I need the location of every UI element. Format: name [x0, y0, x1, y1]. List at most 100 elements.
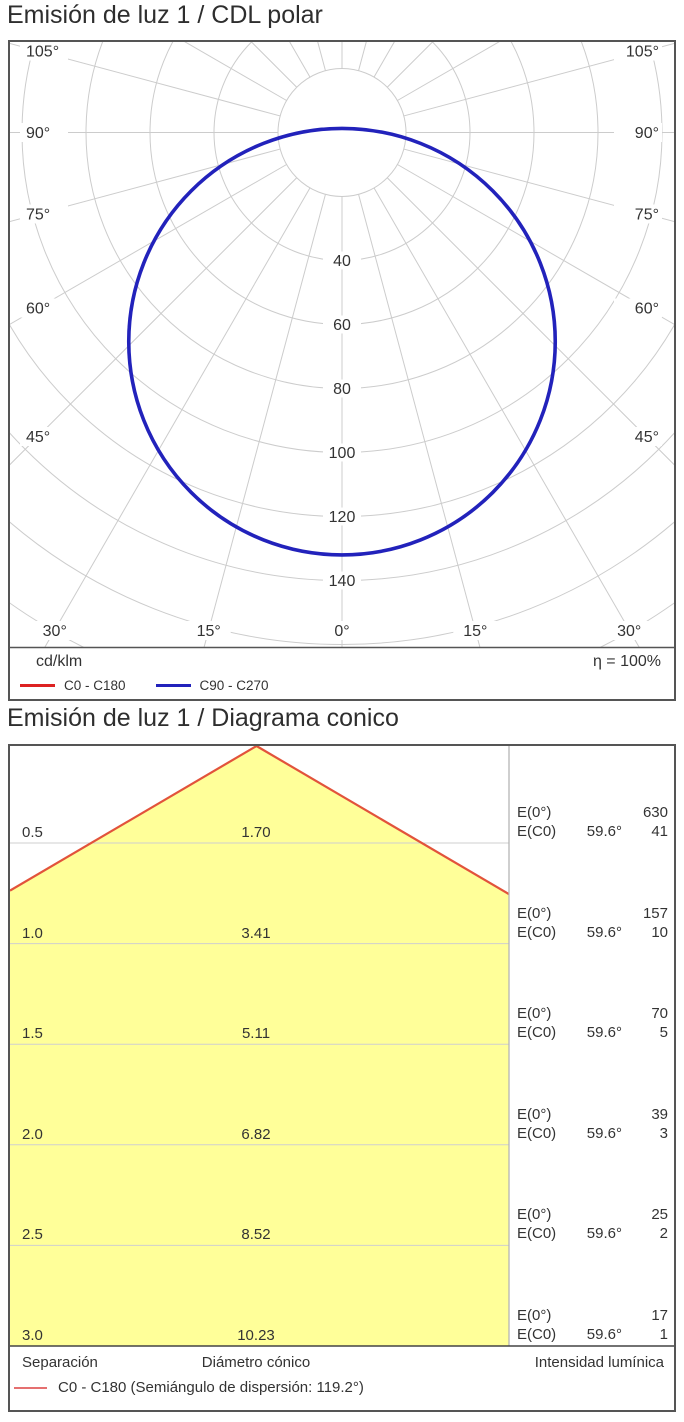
beam-angle-value: 59.6°	[586, 923, 622, 941]
angle-grid-ray	[403, 43, 674, 117]
legend-line-swatch	[155, 684, 191, 687]
angle-grid-ray	[397, 164, 674, 325]
diameter-column-label: Diámetro cónico	[201, 1354, 311, 1371]
angle-grid-ray	[317, 42, 326, 71]
ec0-line: E(C0) 59.6° 1	[517, 1325, 668, 1344]
ec0-label: E(C0)	[517, 1225, 557, 1243]
e0-line: E(0°) 25	[517, 1205, 668, 1224]
cone-rows: 0.5 1.70 E(0°) 630 E(C0) 59.6° 41 1.0 3.41 E(0°) 1…	[8, 744, 676, 1346]
cone-body	[10, 746, 509, 1346]
legend-item: C0 - C180	[20, 678, 126, 693]
angle-label-right: 45°	[635, 429, 659, 446]
e0-value: 70	[651, 1005, 668, 1023]
legend-line-swatch	[14, 1386, 47, 1389]
cone-diameter-value: 6.82	[241, 1125, 271, 1143]
e0-label: E(0°)	[517, 904, 552, 922]
angle-grid-ray	[358, 42, 367, 71]
angle-label-left: 90°	[26, 125, 50, 142]
legend-item-label: C0 - C180	[64, 678, 126, 693]
illuminance-block: E(0°) 157 E(C0) 59.6° 10	[517, 904, 668, 942]
intensity-column-label: Intensidad lumínica	[534, 1354, 664, 1371]
ec0-value: 41	[651, 823, 668, 840]
polar-chart-title: Emisión de luz 1 / CDL polar	[7, 1, 323, 29]
separation-column-label: Separación	[22, 1354, 98, 1371]
radial-tick-label: 120	[329, 509, 356, 526]
cone-diameter-value: 1.70	[241, 824, 271, 841]
e0-value: 39	[651, 1105, 668, 1123]
ec0-line: E(C0) 59.6° 2	[517, 1224, 668, 1243]
angle-label-left: 75°	[26, 206, 50, 223]
angle-label-left: 105°	[26, 44, 59, 61]
e0-value: 17	[651, 1307, 668, 1324]
angle-label-right: 90°	[635, 125, 659, 142]
angle-grid-ray	[373, 187, 640, 647]
beam-angle-value: 59.6°	[586, 1124, 622, 1142]
ec0-label: E(C0)	[517, 1326, 557, 1343]
cone-legend: C0 - C180 (Semiángulo de dispersión: 119…	[14, 1379, 364, 1396]
beam-angle-value: 59.6°	[586, 1225, 622, 1243]
e0-value: 630	[642, 804, 668, 821]
illuminance-block: E(0°) 25 E(C0) 59.6° 2	[517, 1205, 668, 1243]
cone-diagram	[8, 744, 676, 1412]
angle-grid-ray	[403, 148, 674, 222]
cone-edge-left	[9, 745, 258, 892]
cone-footer: Separación Diámetro cónico Intensidad lu…	[10, 1346, 674, 1410]
angle-label-left: 45°	[26, 429, 50, 446]
e0-label: E(0°)	[517, 1105, 552, 1123]
angle-grid-ray	[10, 164, 287, 325]
polar-grid	[10, 42, 674, 647]
cone-legend-label: C0 - C180 (Semiángulo de dispersión: 119…	[58, 1379, 364, 1396]
e0-line: E(0°) 630	[517, 803, 668, 822]
polar-frame	[8, 40, 676, 701]
angle-label-bottom: 15°	[197, 623, 221, 640]
ec0-label: E(C0)	[517, 923, 557, 941]
ec0-value: 2	[659, 1225, 668, 1243]
illuminance-block: E(0°) 70 E(C0) 59.6° 5	[517, 1004, 668, 1042]
cone-diameter-value: 5.11	[241, 1025, 271, 1043]
cone-chart-title: Emisión de luz 1 / Diagrama conico	[7, 704, 399, 732]
separation-value: 0.5	[22, 824, 43, 841]
cone-row: 1.5 5.11 E(0°) 70 E(C0) 59.6° 5	[8, 1002, 676, 1044]
efficiency-label: η = 100%	[592, 653, 661, 670]
ec0-label: E(C0)	[517, 823, 557, 840]
unit-label: cd/klm	[36, 653, 83, 670]
polar-diagram: 40 60 80 100 120 140 105° 105° 90° 90° 75° 75° 60° 60…	[8, 40, 676, 701]
polar-diagram-panel: 40 60 80 100 120 140 105° 105° 90° 90° 75° 75° 60° 60…	[8, 40, 676, 701]
ec0-line: E(C0) 59.6° 3	[517, 1124, 668, 1143]
separation-value: 3.0	[22, 1327, 43, 1344]
e0-line: E(0°) 157	[517, 904, 668, 923]
ec0-value: 10	[651, 923, 668, 941]
ec0-value: 5	[659, 1024, 668, 1042]
illuminance-block: E(0°) 630 E(C0) 59.6° 41	[517, 803, 668, 841]
curve-legend: C0 - C180 C90 - C270	[20, 678, 269, 693]
ec0-value: 1	[659, 1326, 668, 1343]
angle-grid-ray	[10, 177, 298, 466]
e0-label: E(0°)	[517, 804, 552, 821]
angle-grid-ray	[358, 194, 481, 647]
separation-value: 1.0	[22, 924, 43, 942]
radial-tick-label: 60	[333, 317, 351, 334]
e0-line: E(0°) 70	[517, 1004, 668, 1023]
cone-row: 2.0 6.82 E(0°) 39 E(C0) 59.6° 3	[8, 1103, 676, 1145]
beam-angle-value: 59.6°	[586, 1024, 622, 1042]
cone-diagram-panel: 0.5 1.70 E(0°) 630 E(C0) 59.6° 41 1.0 3.41 E(0°) 1…	[8, 744, 676, 1412]
ec0-label: E(C0)	[517, 1024, 557, 1042]
legend-line-swatch	[20, 684, 55, 687]
illuminance-block: E(0°) 39 E(C0) 59.6° 3	[517, 1105, 668, 1143]
angle-grid-ray	[386, 177, 674, 466]
angle-grid-ray	[10, 148, 281, 222]
angle-label-bottom: 15°	[463, 623, 487, 640]
radial-tick-label: 40	[333, 253, 351, 270]
ec0-value: 3	[659, 1124, 668, 1142]
polar-curves	[126, 126, 558, 557]
angle-label-right: 105°	[626, 44, 659, 61]
cone-diameter-value: 3.41	[241, 924, 271, 942]
angle-label-bottom: 30°	[43, 623, 67, 640]
legend-item: C90 - C270	[155, 678, 269, 693]
angle-grid-ray	[203, 194, 326, 647]
radial-tick-label: 80	[333, 381, 351, 398]
cone-diameter-value: 8.52	[241, 1226, 271, 1244]
curve-c90-c270	[126, 126, 558, 557]
e0-line: E(0°) 17	[517, 1306, 668, 1325]
